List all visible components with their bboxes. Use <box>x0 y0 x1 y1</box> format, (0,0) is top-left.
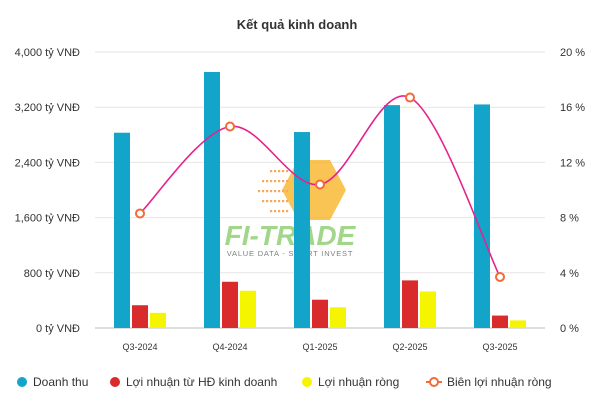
legend-label: Lợi nhuận từ HĐ kinh doanh <box>126 375 277 389</box>
chart-title: Kết quả kinh doanh <box>237 17 358 32</box>
fi-trade-watermark: FI-TRADE VALUE DATA - SMART INVEST <box>225 160 357 258</box>
watermark-dot <box>274 180 277 183</box>
legend-label: Lợi nhuận ròng <box>318 375 399 389</box>
watermark-dot <box>282 190 285 193</box>
right-tick-label: 4 % <box>560 268 579 280</box>
bar-revenue <box>384 105 400 328</box>
watermark-tagline: VALUE DATA - SMART INVEST <box>227 249 353 258</box>
watermark-dot <box>286 200 289 203</box>
bar-net-profit <box>330 307 346 328</box>
watermark-dot <box>282 170 285 173</box>
left-tick-label: 2,400 tỷ VNĐ <box>15 157 80 169</box>
legend-swatch <box>17 377 27 387</box>
bar-series <box>114 72 526 328</box>
watermark-dot <box>266 190 269 193</box>
category-label: Q1-2025 <box>302 342 337 352</box>
watermark-dot <box>266 200 269 203</box>
legend-swatch <box>110 377 120 387</box>
bar-operating-profit <box>402 280 418 328</box>
watermark-dot <box>262 200 265 203</box>
watermark-dot <box>262 190 265 193</box>
right-tick-label: 20 % <box>560 47 585 59</box>
watermark-hexagon <box>282 160 346 220</box>
margin-line <box>139 95 501 278</box>
watermark-dot <box>266 180 269 183</box>
bar-revenue <box>204 72 220 328</box>
legend-label: Doanh thu <box>33 375 88 389</box>
left-tick-label: 3,200 tỷ VNĐ <box>15 102 80 114</box>
bar-operating-profit <box>222 281 238 328</box>
right-tick-label: 12 % <box>560 157 585 169</box>
watermark-dot <box>282 180 285 183</box>
watermark-dot <box>270 210 273 213</box>
margin-point <box>405 92 415 103</box>
legend-label: Biên lợi nhuận ròng <box>447 375 552 389</box>
watermark-dot <box>286 170 289 173</box>
watermark-dot <box>278 210 281 213</box>
right-tick-label: 8 % <box>560 213 579 225</box>
margin-point <box>315 179 325 190</box>
watermark-dot <box>278 190 281 193</box>
watermark-dot <box>270 180 273 183</box>
left-tick-label: 4,000 tỷ VNĐ <box>15 47 80 59</box>
watermark-brand: FI-TRADE <box>225 220 357 251</box>
left-axis-ticks: 0 tỷ VNĐ 800 tỷ VNĐ 1,600 tỷ VNĐ 2,400 tỷ V… <box>15 47 80 335</box>
bar-net-profit <box>510 320 526 328</box>
category-label: Q4-2024 <box>212 342 247 352</box>
watermark-dot <box>286 210 289 213</box>
watermark-dot <box>270 200 273 203</box>
bar-revenue <box>294 132 310 328</box>
bar-revenue <box>474 104 490 328</box>
watermark-dot <box>262 180 265 183</box>
margin-line-series <box>135 92 505 282</box>
bar-operating-profit <box>132 305 148 328</box>
legend: Doanh thu Lợi nhuận từ HĐ kinh doanh Lợi n… <box>17 375 552 389</box>
left-tick-label: 0 tỷ VNĐ <box>36 323 80 335</box>
bar-revenue <box>114 132 130 328</box>
watermark-dot <box>286 180 289 183</box>
watermark-dot <box>270 170 273 173</box>
watermark-dot <box>270 190 273 193</box>
margin-point <box>225 121 235 132</box>
category-labels: Q3-2024 Q4-2024 Q1-2025 Q2-2025 Q3-2025 <box>122 342 517 352</box>
legend-swatch <box>429 377 439 387</box>
watermark-dot <box>278 180 281 183</box>
right-axis-ticks: 0 % 4 % 8 % 12 % 16 % 20 % <box>560 47 585 335</box>
watermark-dot <box>274 210 277 213</box>
right-tick-label: 16 % <box>560 102 585 114</box>
watermark-dot <box>282 200 285 203</box>
margin-point <box>135 208 145 219</box>
left-tick-label: 1,600 tỷ VNĐ <box>15 213 80 225</box>
bar-net-profit <box>150 312 166 328</box>
bar-operating-profit <box>492 315 508 328</box>
watermark-dot <box>274 200 277 203</box>
watermark-dot <box>274 170 277 173</box>
bar-net-profit <box>240 290 256 328</box>
right-tick-label: 0 % <box>560 323 579 335</box>
bar-operating-profit <box>312 299 328 328</box>
category-label: Q2-2025 <box>392 342 427 352</box>
category-label: Q3-2024 <box>122 342 157 352</box>
watermark-dot <box>258 190 261 193</box>
left-tick-label: 800 tỷ VNĐ <box>24 268 80 280</box>
legend-swatch <box>302 377 312 387</box>
margin-point <box>495 271 505 282</box>
watermark-dot <box>282 210 285 213</box>
bar-net-profit <box>420 291 436 328</box>
category-label: Q3-2025 <box>482 342 517 352</box>
watermark-dot <box>286 190 289 193</box>
watermark-dot <box>278 170 281 173</box>
watermark-dots <box>258 170 289 213</box>
watermark-dot <box>278 200 281 203</box>
watermark-dot <box>274 190 277 193</box>
